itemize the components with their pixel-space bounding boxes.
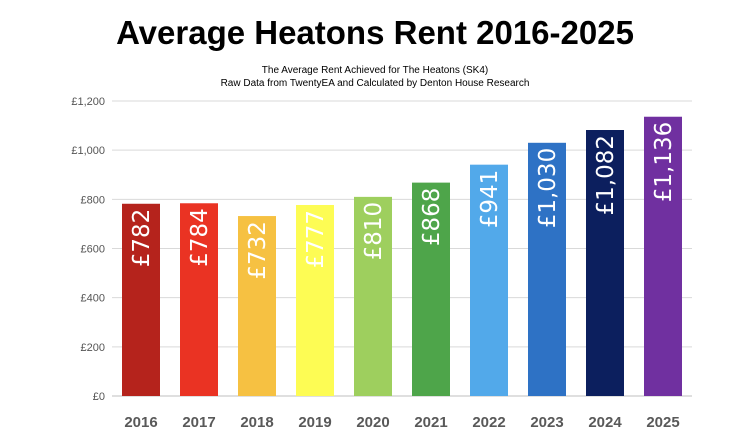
chart-title: Average Heatons Rent 2016-2025	[116, 14, 634, 51]
y-tick-label: £1,200	[71, 96, 105, 108]
bar-data-label: £868	[419, 188, 445, 247]
x-tick-label: 2019	[298, 414, 331, 431]
x-tick-label: 2025	[646, 414, 679, 431]
x-tick-label: 2018	[240, 414, 273, 431]
bar-data-label: £777	[303, 210, 329, 269]
y-tick-label: £400	[81, 293, 105, 305]
y-tick-label: £600	[81, 244, 105, 256]
bar-data-label: £810	[361, 202, 387, 261]
bar-2017	[180, 203, 218, 396]
bar-data-label: £732	[245, 221, 271, 280]
bar-2024	[586, 130, 624, 396]
y-tick-label: £0	[93, 391, 105, 403]
bar-2019	[296, 204, 334, 396]
x-tick-label: 2023	[530, 414, 563, 431]
bar-data-label: £1,030	[535, 148, 561, 228]
bar-2016	[122, 203, 160, 396]
x-tick-label: 2022	[472, 414, 505, 431]
x-tick-label: 2020	[356, 414, 389, 431]
bar-2021	[412, 182, 450, 396]
y-tick-label: £200	[81, 342, 105, 354]
chart-subtitle-line-1: The Average Rent Achieved for The Heaton…	[261, 65, 489, 76]
x-tick-label: 2024	[588, 414, 622, 431]
bar-2025	[644, 116, 682, 396]
bar-2020	[354, 196, 392, 396]
bar-2018	[238, 216, 276, 396]
x-tick-label: 2017	[182, 414, 215, 431]
bar-data-label: £1,136	[651, 122, 677, 202]
x-tick-label: 2016	[124, 414, 157, 431]
y-tick-label: £1,000	[71, 145, 105, 157]
y-tick-label: £800	[81, 194, 105, 206]
x-tick-label: 2021	[414, 414, 447, 431]
chart-subtitle-line-2: Raw Data from TwentyEA and Calculated by…	[220, 78, 530, 89]
bar-data-label: £784	[187, 208, 213, 267]
bar-data-label: £1,082	[593, 135, 619, 215]
bar-data-label: £782	[129, 209, 155, 268]
bar-2022	[470, 164, 508, 396]
bar-data-label: £941	[477, 170, 503, 229]
bar-2023	[528, 142, 566, 396]
